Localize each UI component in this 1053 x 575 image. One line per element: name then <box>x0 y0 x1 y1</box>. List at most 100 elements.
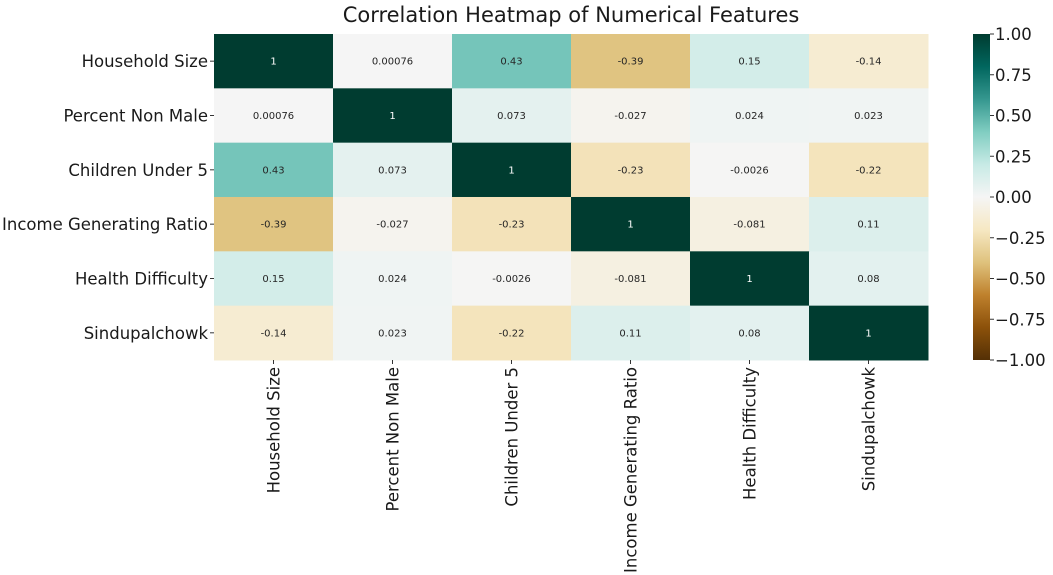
heatmap-cell <box>809 251 929 307</box>
colorbar-tick-label: 0.75 <box>995 66 1032 85</box>
colorbar-tick-label: −1.00 <box>995 351 1046 370</box>
colorbar-tick-label: −0.50 <box>995 270 1046 289</box>
cell-value-label: -0.39 <box>261 220 287 231</box>
heatmap-cell <box>452 34 572 89</box>
cell-value-label: 1 <box>270 57 276 68</box>
colorbar-ticks: 1.00 0.75 0.50 0.25 0.00 −0.25 −0.50 −0.75 −1.00 <box>990 25 1046 370</box>
heatmap-cell <box>214 305 334 361</box>
heatmap-cell <box>333 88 453 144</box>
heatmap-cell <box>809 142 929 198</box>
cell-value-label: 0.024 <box>735 111 764 122</box>
cell-value-label: -0.22 <box>856 165 882 176</box>
y-tick-label: Household Size <box>82 52 208 71</box>
colorbar-tick-label: −0.75 <box>995 310 1046 329</box>
cell-value-label: -0.22 <box>499 328 525 339</box>
heatmap-cell <box>214 88 334 144</box>
heatmap-cell <box>571 251 691 307</box>
cell-value-label: -0.23 <box>618 165 644 176</box>
cell-value-label: -0.14 <box>856 57 882 68</box>
cell-value-label: -0.081 <box>614 274 646 285</box>
colorbar-gradient <box>973 34 990 360</box>
cell-value-label: 0.11 <box>857 220 879 231</box>
colorbar-tick-label: 1.00 <box>995 25 1032 44</box>
heatmap-cell <box>452 142 572 198</box>
y-tick-label: Health Difficulty <box>75 269 208 288</box>
colorbar-tick-label: 0.00 <box>995 188 1032 207</box>
heatmap-cell <box>452 305 572 361</box>
column-labels: Household Size Percent Non Male Children U… <box>265 359 879 573</box>
y-tick-label: Sindupalchowk <box>84 324 209 343</box>
heatmap-cell <box>690 251 810 307</box>
cell-value-label: 0.15 <box>738 57 760 68</box>
cell-value-label: 0.023 <box>378 328 407 339</box>
heatmap-cell <box>690 196 810 252</box>
heatmap-cell <box>214 196 334 252</box>
x-tick-label: Income Generating Ratio <box>622 367 641 573</box>
cell-value-label: 0.08 <box>857 274 879 285</box>
heatmap-cell <box>214 34 334 89</box>
cell-value-label: 1 <box>627 220 633 231</box>
x-tick-label: Percent Non Male <box>384 367 403 512</box>
y-tick-label: Income Generating Ratio <box>2 215 208 234</box>
heatmap-cell <box>333 251 453 307</box>
heatmap-cell <box>571 305 691 361</box>
colorbar-tick-label: −0.25 <box>995 229 1046 248</box>
cell-value-label: 0.024 <box>378 274 407 285</box>
cell-value-label: -0.027 <box>614 111 646 122</box>
heatmap-cell <box>809 34 929 89</box>
y-tick-label: Percent Non Male <box>63 106 208 125</box>
cell-value-label: 0.073 <box>497 111 526 122</box>
heatmap-cell <box>690 88 810 144</box>
cell-value-label: 0.08 <box>738 328 760 339</box>
cell-value-label: 0.00076 <box>372 57 413 68</box>
cell-value-label: -0.39 <box>618 57 644 68</box>
cell-value-label: 0.15 <box>262 274 284 285</box>
x-tick-label: Sindupalchowk <box>860 367 879 492</box>
heatmap-cell <box>809 88 929 144</box>
heatmap-cell <box>452 251 572 307</box>
heatmap-cell <box>571 34 691 89</box>
heatmap-cell <box>571 196 691 252</box>
cell-value-label: 1 <box>389 111 395 122</box>
cell-value-label: 0.43 <box>500 57 522 68</box>
colorbar-tick-label: 0.50 <box>995 107 1032 126</box>
heatmap-cell <box>571 142 691 198</box>
heatmap-cell <box>214 251 334 307</box>
heatmap-cell <box>571 88 691 144</box>
y-tick-label: Children Under 5 <box>68 161 208 180</box>
x-tick-label: Household Size <box>265 367 284 493</box>
cell-value-label: 0.11 <box>619 328 641 339</box>
cell-value-label: -0.0026 <box>730 165 769 176</box>
cell-value-label: 1 <box>865 328 871 339</box>
cell-value-label: -0.0026 <box>492 274 531 285</box>
cell-value-label: 0.43 <box>262 165 284 176</box>
x-tick-label: Children Under 5 <box>503 367 522 507</box>
heatmap-cell <box>333 34 453 89</box>
cell-value-label: -0.14 <box>261 328 287 339</box>
cell-value-label: -0.027 <box>376 220 408 231</box>
heatmap-cell <box>214 142 334 198</box>
heatmap-cell <box>333 196 453 252</box>
cell-value-label: 1 <box>746 274 752 285</box>
row-labels: Household Size Percent Non Male Children U… <box>2 52 214 343</box>
heatmap-cells: 1 0.00076 0.43 -0.39 0.15 -0.14 0.00076 1 0.073 -… <box>214 34 929 361</box>
cell-value-label: 1 <box>508 165 514 176</box>
x-tick-label: Health Difficulty <box>741 367 760 500</box>
cell-value-label: -0.23 <box>499 220 525 231</box>
chart-title: Correlation Heatmap of Numerical Feature… <box>343 3 800 27</box>
heatmap-cell <box>809 305 929 361</box>
heatmap-cell <box>333 142 453 198</box>
cell-value-label: 0.00076 <box>253 111 294 122</box>
heatmap-cell <box>452 196 572 252</box>
heatmap-cell <box>690 34 810 89</box>
heatmap-cell <box>333 305 453 361</box>
heatmap-cell <box>452 88 572 144</box>
cell-value-label: -0.081 <box>733 220 765 231</box>
colorbar-tick-label: 0.25 <box>995 147 1032 166</box>
cell-value-label: 0.023 <box>854 111 883 122</box>
heatmap-cell <box>809 196 929 252</box>
heatmap-cell <box>690 142 810 198</box>
cell-value-label: 0.073 <box>378 165 407 176</box>
colorbar: 1.00 0.75 0.50 0.25 0.00 −0.25 −0.50 −0.75 −1.00 <box>973 25 1046 370</box>
